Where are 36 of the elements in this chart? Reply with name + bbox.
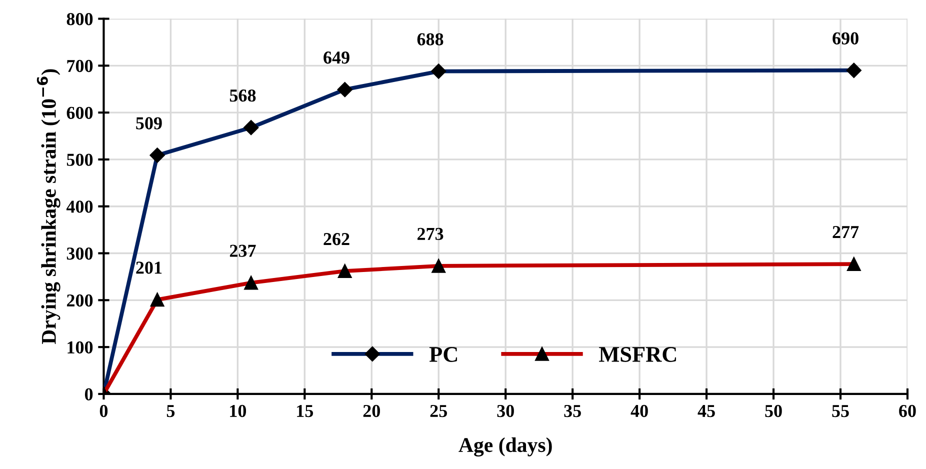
y-axis-title: Drying shrinkage strain (10$^{−6}$) [36, 69, 60, 344]
data-label: 201 [136, 262, 162, 274]
x-tick-label: 25 [430, 404, 447, 418]
x-tick-label: 50 [765, 404, 782, 418]
y-tick-label: 800 [66, 13, 93, 26]
x-tick-label: 45 [698, 405, 715, 418]
legend-label: PC [429, 347, 457, 362]
y-tick-label: 700 [67, 60, 93, 72]
data-label: 237 [230, 244, 256, 257]
legend-label: MSFRC [599, 347, 676, 362]
data-label: 568 [230, 89, 256, 102]
x-tick-label: 10 [230, 404, 246, 418]
y-tick-label: 300 [66, 248, 93, 260]
data-label: 649 [324, 52, 350, 64]
data-label: 277 [832, 226, 859, 238]
y-tick-label: 100 [68, 341, 93, 354]
y-tick-label: 200 [66, 294, 93, 307]
y-tick-label: 400 [66, 200, 93, 213]
x-tick-label: 35 [564, 404, 581, 418]
x-tick-label: 60 [899, 404, 916, 418]
x-tick-label: 55 [832, 405, 849, 418]
data-label: 509 [136, 117, 162, 130]
y-tick-label: 600 [66, 106, 93, 119]
x-tick-label: 5 [166, 405, 175, 418]
data-label: 273 [418, 228, 444, 240]
x-tick-label: 30 [497, 404, 514, 418]
data-label: 262 [324, 233, 350, 246]
data-label: 688 [417, 33, 444, 46]
data-label: 690 [832, 32, 858, 44]
x-tick-label: 0 [100, 404, 108, 418]
x-tick-label: 20 [363, 404, 380, 418]
y-tick-label: 0 [84, 388, 93, 400]
y-tick-label: 500 [66, 154, 93, 166]
x-tick-label: 40 [630, 404, 648, 418]
x-axis-title: Age (days) [458, 437, 552, 456]
x-tick-label: 15 [297, 404, 314, 418]
